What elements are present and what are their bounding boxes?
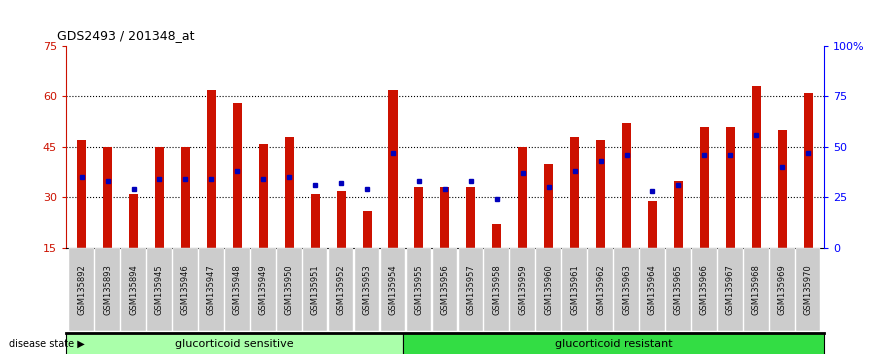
- Bar: [466, 187, 476, 248]
- Bar: [674, 181, 683, 248]
- Text: GSM135961: GSM135961: [570, 264, 579, 315]
- Text: GSM135970: GSM135970: [803, 264, 812, 315]
- Text: GSM135969: GSM135969: [778, 264, 787, 315]
- Text: GSM135893: GSM135893: [103, 264, 112, 315]
- Bar: [259, 144, 268, 248]
- Text: GSM135956: GSM135956: [440, 264, 449, 315]
- Text: GSM135892: GSM135892: [78, 264, 86, 315]
- Bar: [233, 103, 242, 248]
- Bar: [155, 147, 164, 248]
- Bar: [492, 224, 501, 248]
- Bar: [389, 90, 397, 248]
- Bar: [570, 137, 579, 248]
- Bar: [518, 147, 528, 248]
- Text: GSM135894: GSM135894: [129, 264, 138, 315]
- Text: GSM135951: GSM135951: [311, 264, 320, 315]
- Bar: [648, 201, 657, 248]
- Bar: [311, 194, 320, 248]
- Text: GSM135962: GSM135962: [596, 264, 605, 315]
- Bar: [596, 140, 605, 248]
- Text: GSM135966: GSM135966: [700, 264, 709, 315]
- Text: GSM135957: GSM135957: [466, 264, 476, 315]
- Bar: [362, 211, 372, 248]
- Bar: [544, 164, 553, 248]
- Text: GSM135963: GSM135963: [622, 264, 631, 315]
- Text: GDS2493 / 201348_at: GDS2493 / 201348_at: [57, 29, 195, 42]
- Bar: [78, 140, 86, 248]
- Text: GSM135953: GSM135953: [363, 264, 372, 315]
- Bar: [207, 90, 216, 248]
- Text: GSM135945: GSM135945: [155, 264, 164, 315]
- Bar: [285, 137, 293, 248]
- Bar: [440, 187, 449, 248]
- Text: GSM135964: GSM135964: [648, 264, 657, 315]
- Text: GSM135959: GSM135959: [518, 264, 527, 315]
- Text: GSM135955: GSM135955: [414, 264, 424, 315]
- Text: GSM135958: GSM135958: [492, 264, 501, 315]
- Text: GSM135965: GSM135965: [674, 264, 683, 315]
- Text: GSM135950: GSM135950: [285, 264, 293, 315]
- Bar: [181, 147, 190, 248]
- Text: GSM135946: GSM135946: [181, 264, 190, 315]
- Bar: [414, 187, 424, 248]
- Bar: [129, 194, 138, 248]
- Text: GSM135967: GSM135967: [726, 264, 735, 315]
- Bar: [700, 127, 709, 248]
- Text: GSM135949: GSM135949: [259, 264, 268, 315]
- Bar: [337, 190, 345, 248]
- Bar: [103, 147, 112, 248]
- Text: GSM135947: GSM135947: [207, 264, 216, 315]
- Bar: [778, 130, 787, 248]
- Text: glucorticoid resistant: glucorticoid resistant: [555, 339, 672, 349]
- Bar: [751, 86, 761, 248]
- Bar: [726, 127, 735, 248]
- Text: GSM135960: GSM135960: [544, 264, 553, 315]
- Bar: [803, 93, 812, 248]
- Text: GSM135954: GSM135954: [389, 264, 397, 315]
- Text: GSM135968: GSM135968: [751, 264, 761, 315]
- Bar: [622, 124, 631, 248]
- Text: GSM135952: GSM135952: [337, 264, 345, 315]
- Text: GSM135948: GSM135948: [233, 264, 241, 315]
- Text: disease state ▶: disease state ▶: [9, 339, 85, 349]
- Text: glucorticoid sensitive: glucorticoid sensitive: [175, 339, 294, 349]
